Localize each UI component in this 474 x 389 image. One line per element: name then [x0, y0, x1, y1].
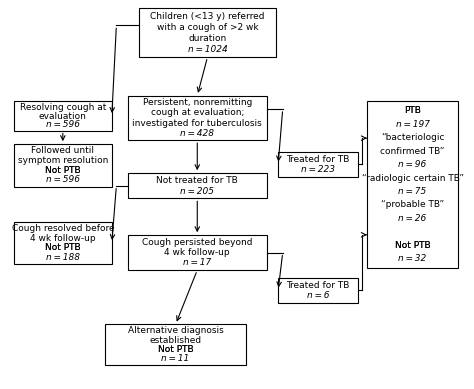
Text: n = 17: n = 17 — [183, 258, 211, 267]
Text: n = 205: n = 205 — [180, 187, 214, 196]
Text: with a cough of >2 wk: with a cough of >2 wk — [157, 23, 258, 32]
Bar — [14, 222, 112, 264]
Text: n = 11: n = 11 — [162, 354, 190, 363]
Text: Alternative diagnosis: Alternative diagnosis — [128, 326, 224, 335]
Bar — [278, 152, 358, 177]
Text: n = 32: n = 32 — [399, 254, 427, 263]
Bar — [367, 102, 458, 268]
Bar — [278, 278, 358, 303]
Text: n = 6: n = 6 — [307, 291, 329, 300]
Text: “probable TB”: “probable TB” — [381, 200, 444, 209]
Text: established: established — [150, 336, 201, 345]
Text: n = 428: n = 428 — [180, 129, 214, 138]
Text: Cough resolved before: Cough resolved before — [11, 224, 114, 233]
Text: n = 26: n = 26 — [399, 214, 427, 223]
Text: n = 188: n = 188 — [46, 253, 80, 262]
Text: Cough persisted beyond: Cough persisted beyond — [142, 238, 253, 247]
Text: n = 197: n = 197 — [396, 120, 429, 129]
Text: n = 596: n = 596 — [46, 120, 80, 129]
Bar — [14, 144, 112, 187]
Text: symptom resolution: symptom resolution — [18, 156, 108, 165]
Bar — [14, 102, 112, 131]
Text: PTB: PTB — [404, 106, 421, 116]
Text: Resolving cough at: Resolving cough at — [19, 103, 106, 112]
Text: Not PTB: Not PTB — [45, 166, 81, 175]
Text: n = 75: n = 75 — [399, 187, 427, 196]
Bar — [128, 96, 267, 140]
Text: evaluation: evaluation — [39, 112, 87, 121]
Text: n = 223: n = 223 — [301, 165, 335, 174]
Bar — [128, 173, 267, 198]
Text: Persistent, nonremitting: Persistent, nonremitting — [143, 98, 252, 107]
Text: investigated for tuberculosis: investigated for tuberculosis — [132, 119, 262, 128]
Text: Not PTB: Not PTB — [45, 243, 81, 252]
Text: Treated for TB: Treated for TB — [286, 155, 350, 164]
Text: Not PTB: Not PTB — [45, 243, 81, 252]
Text: “radiologic certain TB”: “radiologic certain TB” — [362, 173, 464, 182]
Bar — [139, 9, 276, 57]
Text: Not PTB: Not PTB — [395, 241, 430, 250]
Text: n = 596: n = 596 — [46, 175, 80, 184]
Text: confirmed TB”: confirmed TB” — [381, 147, 445, 156]
Text: n = 96: n = 96 — [399, 160, 427, 169]
Text: 4 wk follow-up: 4 wk follow-up — [164, 248, 230, 257]
Text: cough at evaluation;: cough at evaluation; — [151, 109, 244, 117]
Text: n = 1024: n = 1024 — [188, 45, 228, 54]
Text: Not PTB: Not PTB — [158, 345, 193, 354]
Text: duration: duration — [188, 34, 227, 43]
Text: Not PTB: Not PTB — [45, 166, 81, 175]
Text: Not PTB: Not PTB — [158, 345, 193, 354]
Text: Not treated for TB: Not treated for TB — [156, 176, 238, 185]
Text: Not PTB: Not PTB — [395, 241, 430, 250]
Text: Children (<13 y) referred: Children (<13 y) referred — [150, 12, 265, 21]
Text: Treated for TB: Treated for TB — [286, 281, 350, 290]
Text: PTB: PTB — [404, 106, 421, 116]
Text: 4 wk follow-up: 4 wk follow-up — [30, 234, 96, 243]
Text: “bacteriologic: “bacteriologic — [381, 133, 444, 142]
Bar — [105, 324, 246, 365]
Bar — [128, 235, 267, 270]
Text: Followed until: Followed until — [31, 146, 94, 155]
